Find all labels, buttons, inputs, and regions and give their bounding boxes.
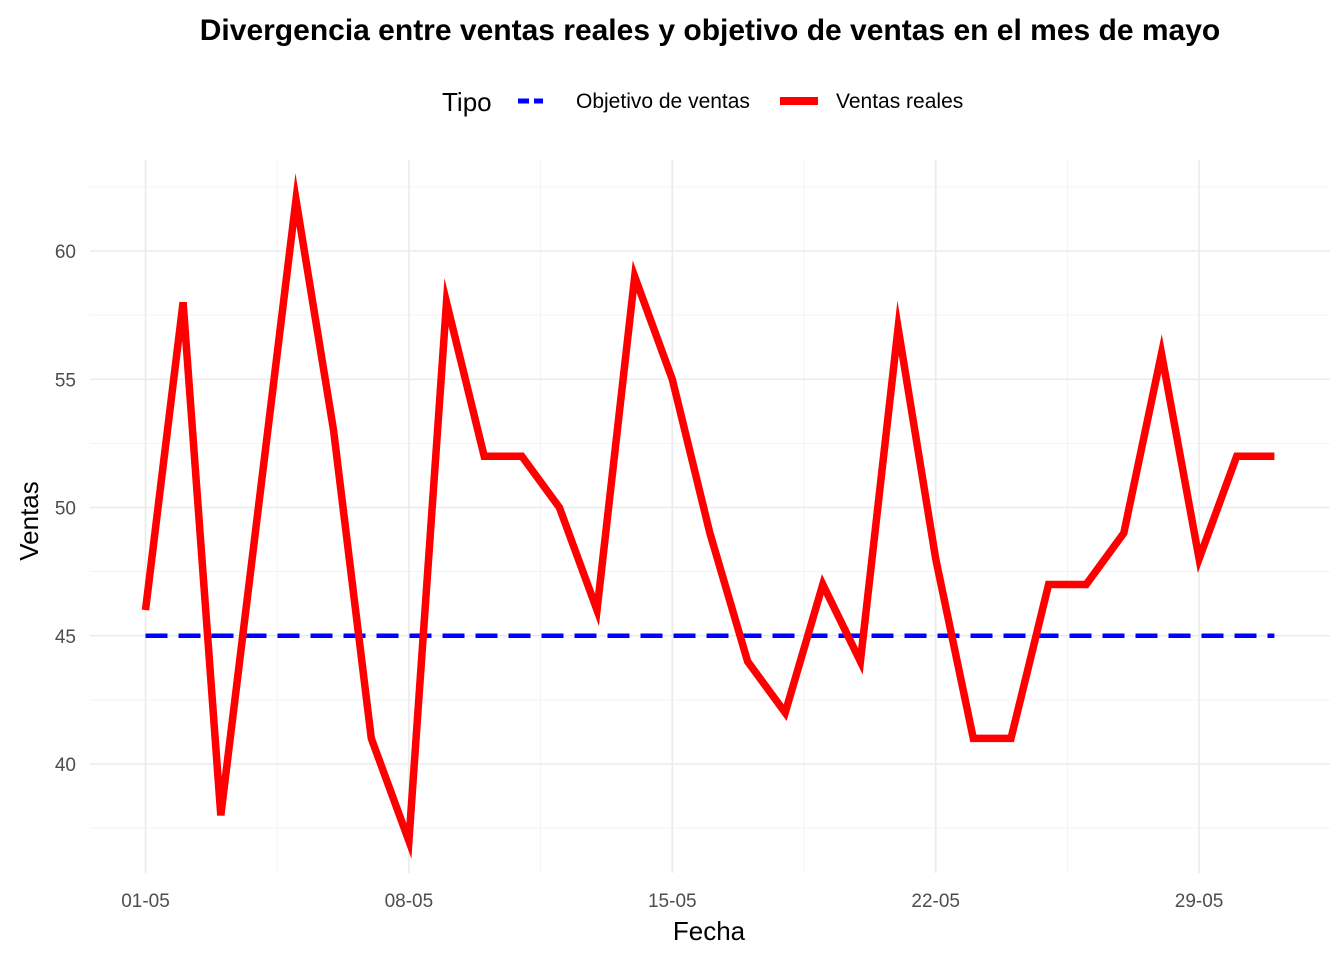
y-tick-label: 50 <box>55 499 76 520</box>
x-tick-label: 15-05 <box>648 891 697 912</box>
x-tick-label: 22-05 <box>911 891 960 912</box>
x-axis-title: Fecha <box>673 916 746 946</box>
y-tick-label: 55 <box>55 370 76 391</box>
y-tick-label: 60 <box>55 242 76 263</box>
x-tick-label: 29-05 <box>1175 891 1224 912</box>
series-line-ventas-reales <box>141 173 1275 859</box>
y-tick-label: 45 <box>55 627 76 648</box>
legend: Tipo Objetivo de ventas Ventas reales <box>442 87 963 117</box>
y-tick-labels: 40 45 50 55 60 <box>55 242 76 776</box>
legend-title: Tipo <box>442 87 492 117</box>
legend-label-objetivo: Objetivo de ventas <box>576 90 750 113</box>
x-tick-labels: 01-05 08-05 15-05 22-05 29-05 <box>121 891 1223 912</box>
chart-title: Divergencia entre ventas reales y objeti… <box>200 14 1220 47</box>
grid <box>90 160 1330 873</box>
y-axis-title: Ventas <box>14 481 44 561</box>
y-tick-label: 40 <box>55 755 76 776</box>
legend-label-ventas-reales: Ventas reales <box>836 90 963 113</box>
x-tick-label: 08-05 <box>385 891 434 912</box>
series-lines <box>141 173 1275 859</box>
x-tick-label: 01-05 <box>121 891 170 912</box>
